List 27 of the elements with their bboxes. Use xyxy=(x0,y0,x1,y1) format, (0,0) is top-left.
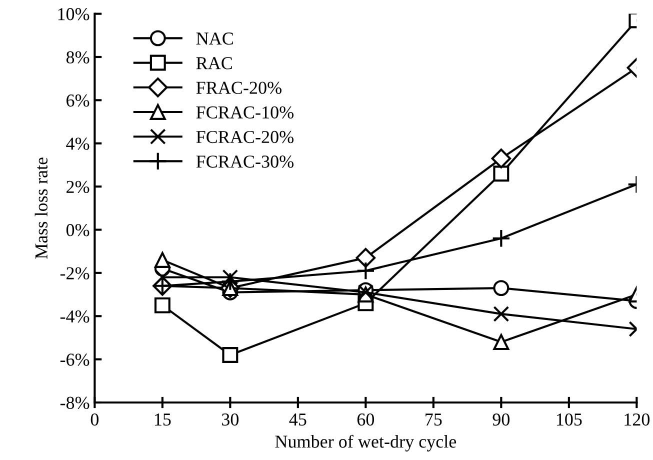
x-tick-label: 60 xyxy=(357,413,374,426)
y-tick-label: 4% xyxy=(66,138,90,150)
x-tick-label: 0 xyxy=(90,413,99,426)
x-tick-label: 30 xyxy=(222,413,239,426)
legend-label: NAC xyxy=(196,32,233,45)
x-axis-title: Number of wet-dry cycle xyxy=(275,434,456,452)
x-tick-label: 75 xyxy=(426,414,442,426)
y-tick-label: -4% xyxy=(60,310,90,323)
y-tick-label: -2% xyxy=(60,267,90,280)
y-tick-label: 2% xyxy=(66,180,90,194)
y-tick-label: -8% xyxy=(60,396,90,409)
y-tick-label: 10% xyxy=(58,8,90,20)
x-tick-label: 120 xyxy=(624,413,650,426)
y-tick-label: 6% xyxy=(66,94,90,107)
legend-label: FCRAC-20% xyxy=(196,130,294,144)
legend-label: FRAC-20% xyxy=(196,82,282,94)
y-tick-label: 8% xyxy=(66,51,90,64)
x-tick-label: 90 xyxy=(492,413,510,426)
legend-label: FCRAC-30% xyxy=(196,156,294,168)
y-tick-label: 0% xyxy=(66,224,90,236)
x-tick-label: 15 xyxy=(154,414,171,426)
y-axis-title: Mass loss rate xyxy=(34,158,48,259)
x-tick-label: 105 xyxy=(556,413,582,426)
x-tick-label: 45 xyxy=(289,414,306,426)
y-tick-label: -6% xyxy=(60,354,90,366)
legend-label: FCRAC-10% xyxy=(196,106,294,119)
legend-label: RAC xyxy=(196,57,232,70)
